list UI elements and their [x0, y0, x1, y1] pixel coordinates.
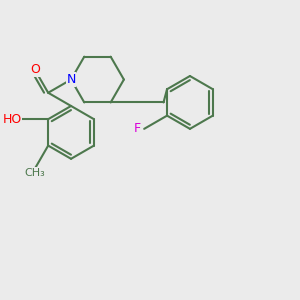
Text: O: O [30, 63, 40, 76]
Text: CH₃: CH₃ [25, 168, 45, 178]
Text: F: F [134, 122, 141, 135]
Text: HO: HO [2, 113, 22, 126]
Text: N: N [66, 73, 76, 86]
